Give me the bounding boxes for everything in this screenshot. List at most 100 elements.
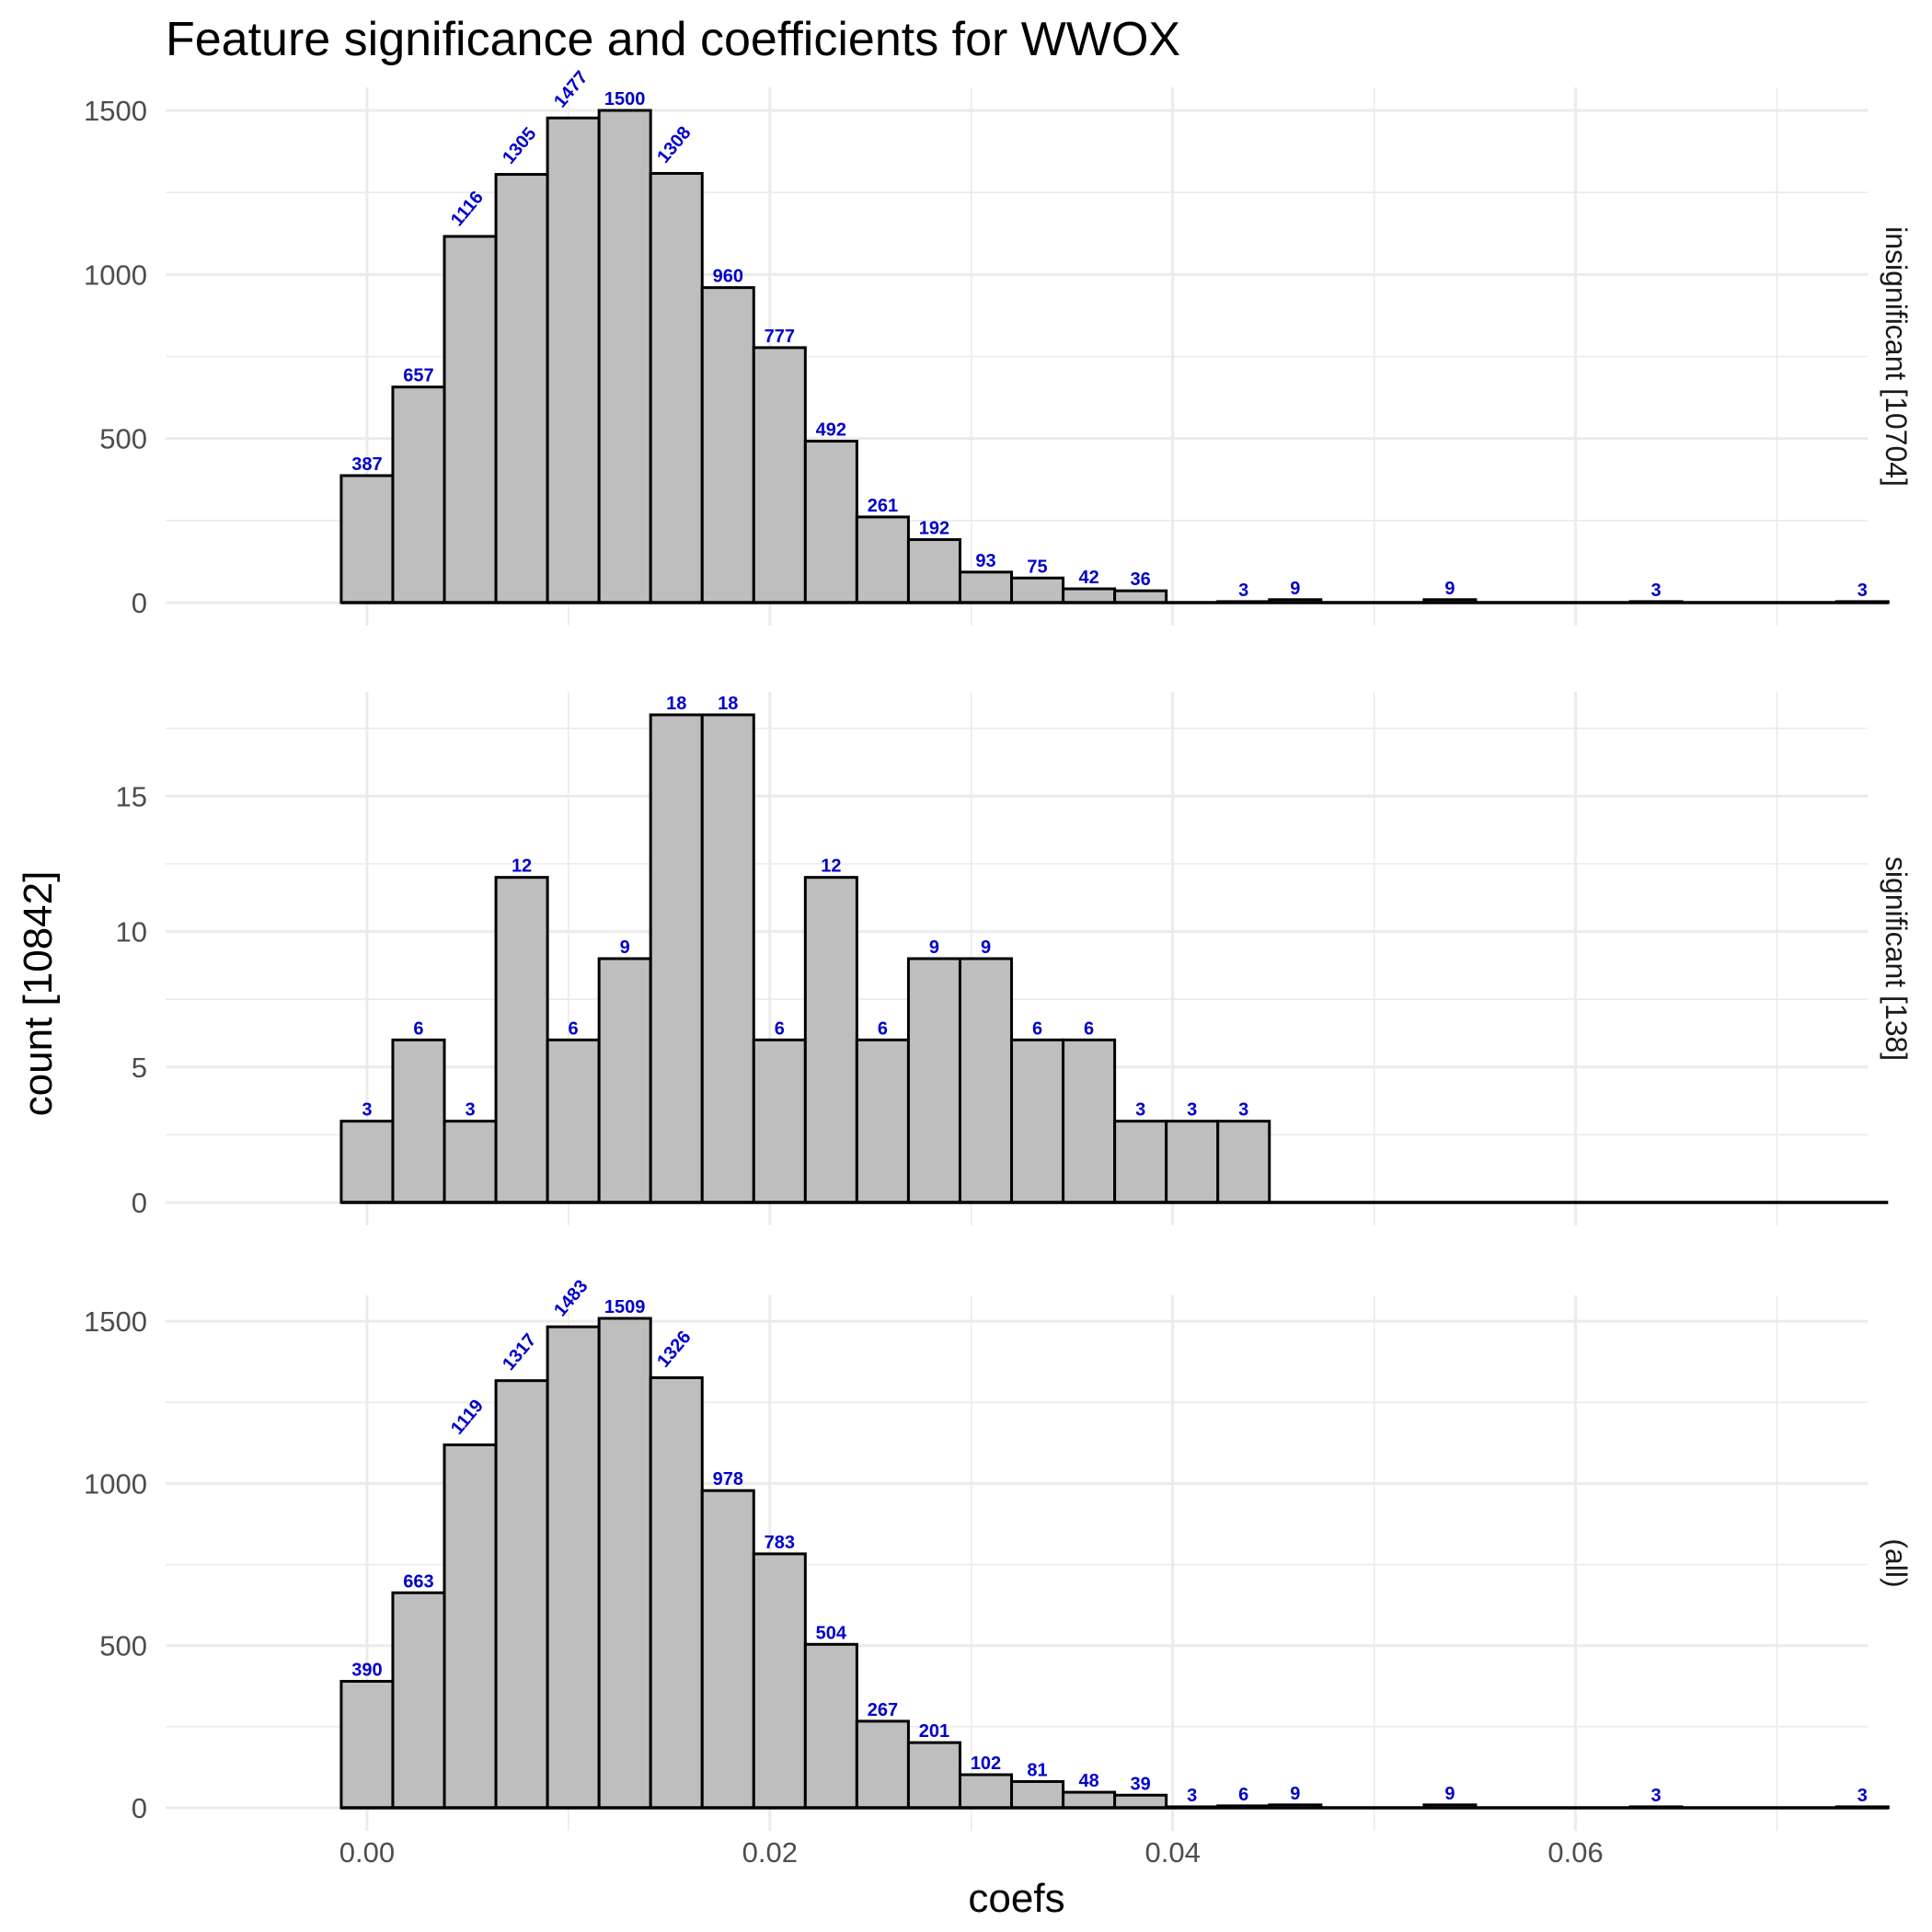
data-label: 3: [1238, 581, 1248, 601]
data-label: 978: [713, 1469, 743, 1489]
data-label: 9: [981, 937, 991, 958]
histogram-bar: [958, 570, 1014, 604]
histogram-bar: [494, 876, 549, 1204]
histogram-bar: [546, 1038, 601, 1204]
data-label: 18: [666, 694, 686, 714]
histogram-bar: [1010, 1038, 1065, 1204]
histogram-bar: [443, 1443, 498, 1810]
data-label: 6: [569, 1018, 579, 1039]
data-label: 3: [362, 1100, 372, 1121]
data-label: 3: [465, 1100, 475, 1121]
histogram-bar: [597, 109, 652, 604]
y-tick-label: 1000: [84, 259, 147, 291]
y-tick-label: 0: [132, 1187, 147, 1219]
facet-panel-2: 0 5 10 15 3 6 3 12 6 9 18 18 6 12 6 9 9 6 6 3 3 3 significant …: [116, 692, 1913, 1225]
data-label: 6: [1238, 1785, 1248, 1805]
data-label: 12: [512, 857, 532, 877]
histogram-bar: [958, 1773, 1014, 1810]
data-label: 387: [351, 454, 382, 475]
histogram-bar: [391, 385, 446, 604]
histogram-bar: [1062, 1790, 1117, 1810]
histogram-bar: [649, 171, 704, 604]
y-tick-label: 1000: [84, 1467, 147, 1500]
data-label: 9: [929, 937, 939, 958]
histogram-bar: [803, 1642, 858, 1810]
data-label: 36: [1131, 569, 1151, 590]
histogram-bar: [443, 1120, 498, 1204]
data-label: 1305: [499, 124, 540, 168]
histogram-bar: [597, 957, 652, 1204]
histogram-bar: [494, 1379, 549, 1810]
y-tick-label: 10: [116, 916, 147, 949]
histogram-bar: [391, 1591, 446, 1810]
data-label: 267: [868, 1700, 898, 1720]
data-label: 1308: [653, 122, 695, 167]
data-label: 39: [1131, 1774, 1151, 1794]
data-label: 75: [1027, 557, 1047, 577]
data-label: 3: [1135, 1100, 1145, 1121]
histogram-bar: [649, 713, 704, 1204]
data-label: 102: [971, 1754, 1001, 1774]
histogram-bar: [649, 1376, 704, 1810]
data-label: 3: [1651, 581, 1662, 601]
data-label: 9: [1290, 579, 1300, 599]
data-label: 18: [718, 694, 738, 714]
data-label: 81: [1027, 1760, 1047, 1780]
histogram-bar: [391, 1038, 446, 1204]
data-label: 9: [1444, 1784, 1455, 1804]
facet-strip-label: insignificant [10704]: [1880, 226, 1913, 487]
data-label: 3: [1238, 1100, 1248, 1121]
data-label: 9: [1290, 1784, 1300, 1804]
histogram-bar: [339, 474, 395, 604]
histogram-bar: [494, 173, 549, 604]
histogram-bar: [803, 876, 858, 1204]
histogram-bar: [597, 1317, 652, 1810]
data-label: 42: [1078, 568, 1098, 588]
facet-strip-label: significant [138]: [1880, 857, 1913, 1061]
histogram-bar: [1062, 1038, 1117, 1204]
data-label: 777: [765, 327, 795, 347]
histogram-bar: [546, 1325, 601, 1810]
histogram-bar: [1113, 1120, 1168, 1204]
data-label: 6: [1084, 1018, 1094, 1039]
data-label: 9: [1444, 579, 1455, 599]
histogram-bar: [339, 1680, 395, 1810]
data-label: 1116: [447, 188, 488, 231]
data-label: 1477: [550, 67, 592, 111]
data-label: 1509: [604, 1297, 646, 1317]
y-tick-label: 1500: [84, 95, 147, 127]
histogram-bar: [700, 1489, 755, 1810]
data-label: 48: [1078, 1771, 1098, 1791]
x-axis-ticks: 0.00 0.02 0.04 0.06: [339, 1836, 1604, 1869]
data-label: 93: [975, 551, 995, 571]
data-label: 192: [919, 519, 949, 539]
histogram-bar: [958, 957, 1014, 1204]
histogram-bar: [339, 1120, 395, 1204]
x-tick-label: 0.00: [339, 1836, 395, 1869]
data-label: 6: [1032, 1018, 1042, 1039]
histogram-bar: [546, 116, 601, 604]
x-tick-label: 0.06: [1547, 1836, 1603, 1869]
histogram-bar: [855, 515, 910, 604]
histogram-bar: [752, 346, 807, 604]
data-label: 960: [713, 267, 743, 287]
histogram-bar: [855, 1038, 910, 1204]
data-label: 390: [351, 1661, 382, 1681]
data-label: 1500: [604, 89, 646, 109]
histogram-bar: [1165, 1120, 1220, 1204]
y-tick-label: 15: [116, 780, 147, 812]
histogram-bar: [1010, 576, 1065, 604]
data-label: 12: [821, 857, 841, 877]
y-tick-label: 0: [132, 587, 147, 619]
data-label: 6: [878, 1018, 888, 1039]
histogram-bar: [443, 235, 498, 604]
y-tick-label: 1500: [84, 1305, 147, 1338]
data-label: 1317: [499, 1330, 540, 1374]
data-label: 6: [413, 1018, 423, 1039]
y-tick-label: 500: [99, 423, 147, 455]
